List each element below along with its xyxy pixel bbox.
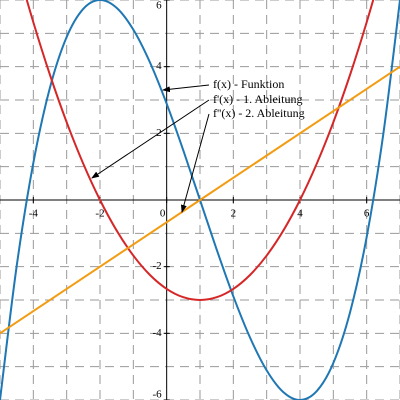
curve — [0, 65, 400, 335]
y-tick-label: 4 — [156, 60, 162, 72]
y-tick-label: -4 — [152, 327, 162, 339]
annotation: f''(x) - 2. Ableitung — [213, 106, 305, 120]
x-tick-label: 4 — [297, 208, 303, 220]
x-tick-label: 0 — [160, 208, 166, 220]
x-tick-label: -4 — [29, 208, 39, 220]
y-tick-label: -6 — [152, 389, 162, 400]
curve — [25, 0, 375, 302]
arrow — [162, 84, 210, 93]
arrow — [180, 113, 210, 213]
y-tick-label: 6 — [156, 0, 162, 12]
y-tick-label: -2 — [152, 260, 161, 272]
arrow — [91, 99, 210, 179]
x-tick-label: 2 — [231, 208, 237, 220]
annotations: f(x) - Funktion f'(x) - 1. Ableitung f''… — [91, 77, 305, 213]
x-tick-label: -2 — [95, 208, 104, 220]
x-tick-label: 6 — [364, 208, 370, 220]
annotation: f'(x) - 1. Ableitung — [213, 92, 302, 106]
annotation: f(x) - Funktion — [213, 77, 284, 91]
